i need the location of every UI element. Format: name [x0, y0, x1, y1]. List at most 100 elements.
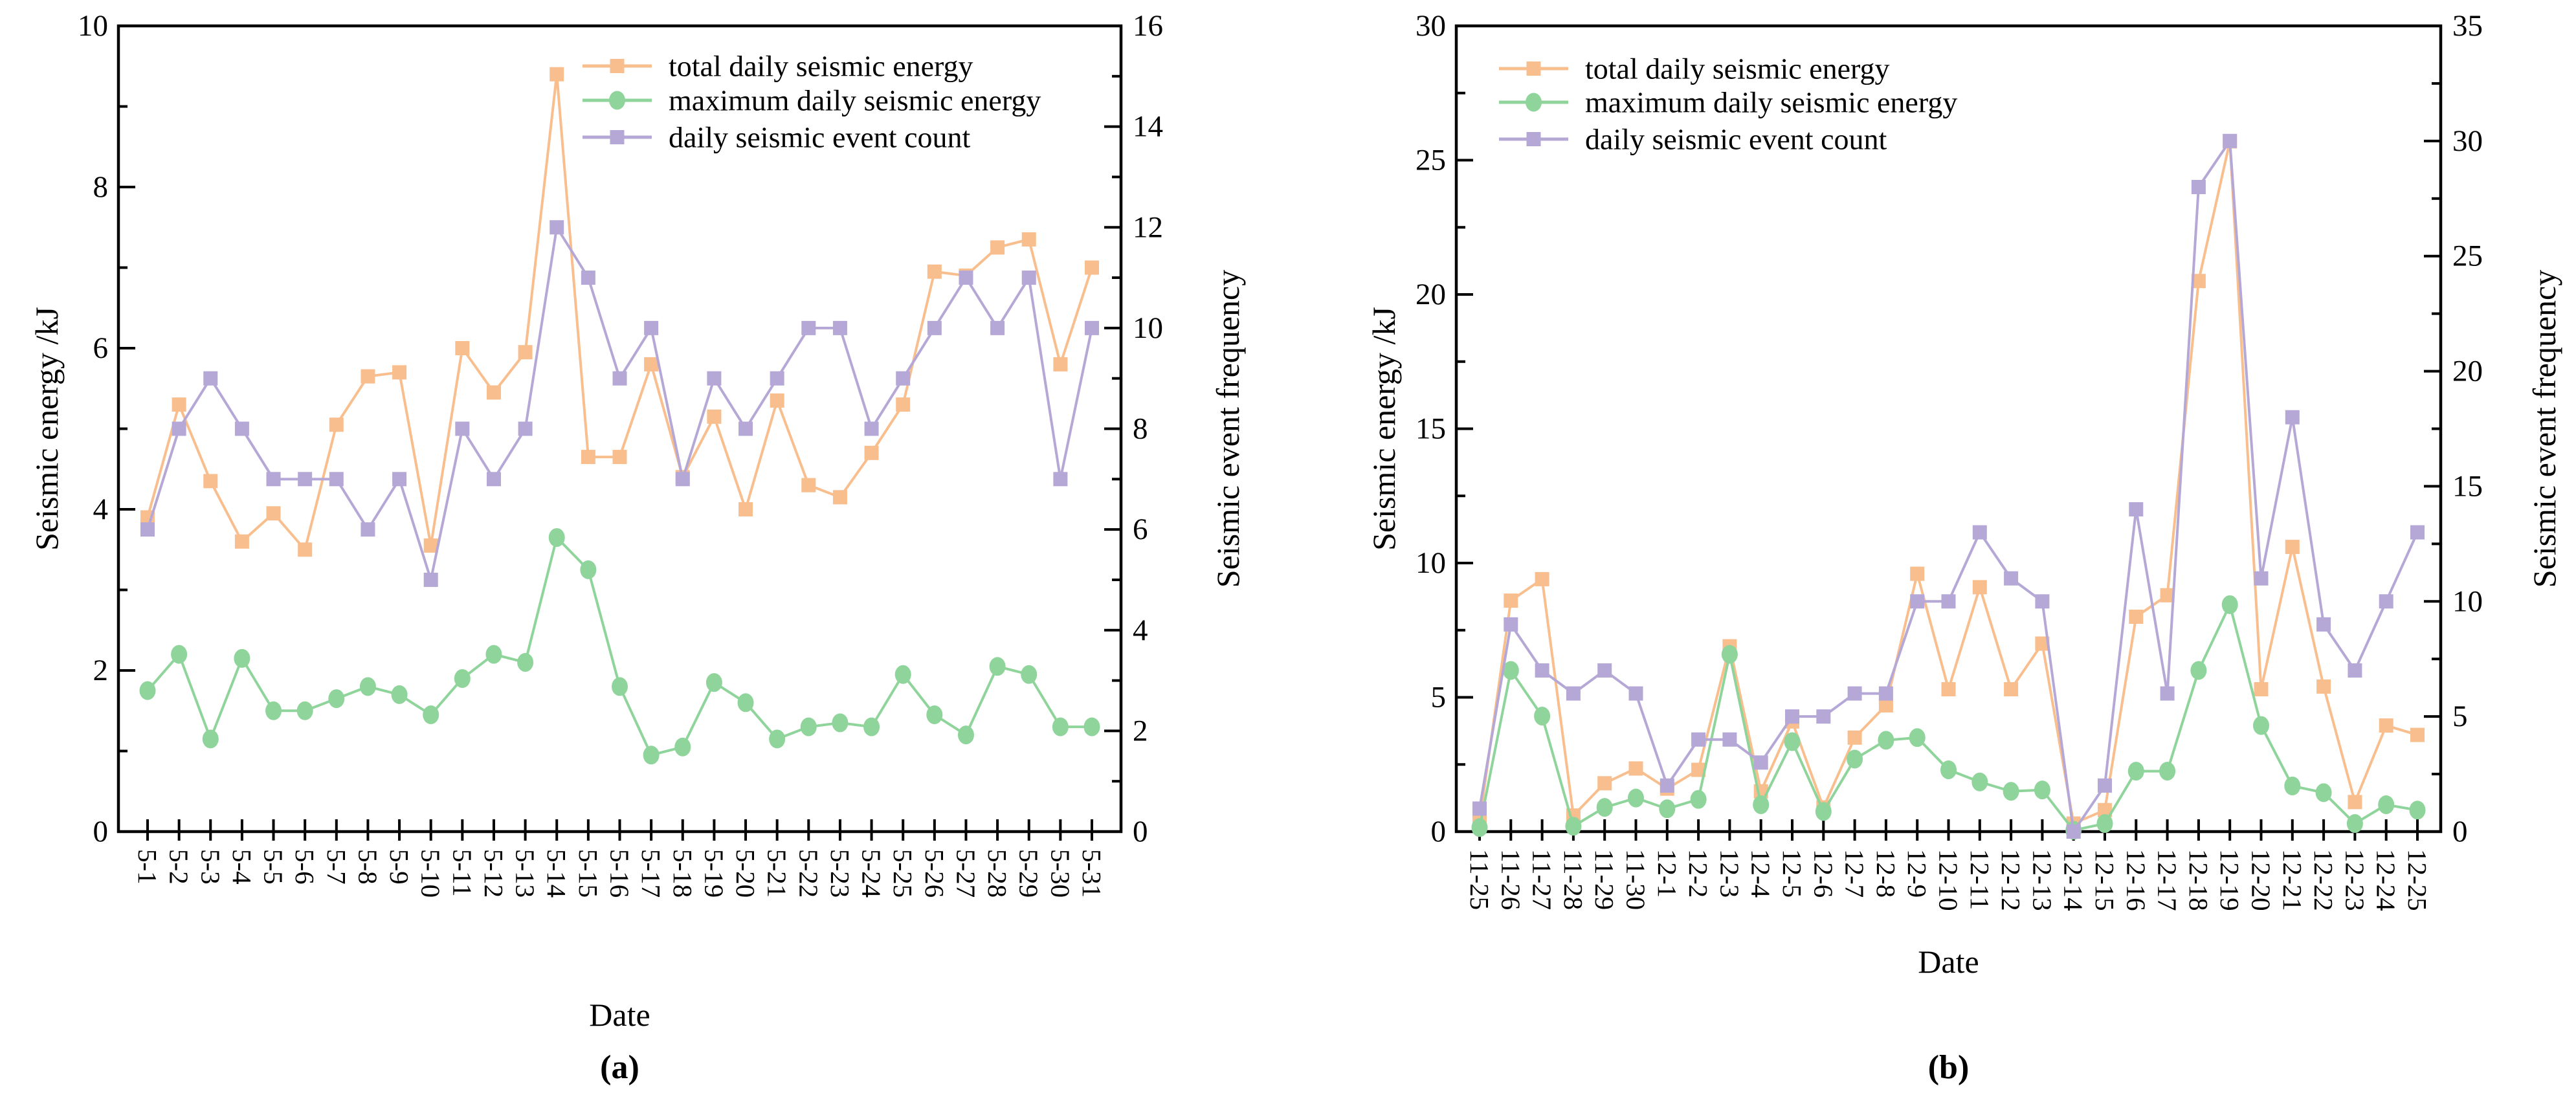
data-point-maximum-daily-seismic-energy	[1534, 707, 1551, 726]
x-tick-label: 12-5	[1777, 849, 1807, 898]
data-point-maximum-daily-seismic-energy	[1878, 731, 1894, 750]
data-point-daily-seismic-event-count	[2316, 617, 2331, 632]
legend-marker	[609, 91, 625, 110]
data-point-total-daily-seismic-energy	[203, 474, 218, 489]
data-point-total-daily-seismic-energy	[990, 240, 1005, 255]
left-tick-label: 0	[1431, 815, 1447, 848]
right-tick-label: 8	[1133, 412, 1148, 446]
data-point-daily-seismic-event-count	[2348, 663, 2362, 678]
data-point-maximum-daily-seismic-energy	[1721, 645, 1738, 664]
data-point-total-daily-seismic-energy	[298, 542, 313, 557]
data-point-daily-seismic-event-count	[1535, 663, 1549, 678]
data-point-daily-seismic-event-count	[518, 421, 533, 436]
data-point-total-daily-seismic-energy	[2098, 802, 2112, 817]
left-tick-label: 20	[1416, 278, 1446, 311]
left-axis-title-b: Seismic energy /kJ	[1366, 307, 1402, 551]
x-tick-label: 12-24	[2371, 849, 2401, 911]
x-tick-label: 11-25	[1465, 849, 1494, 910]
series-line-maximum-daily-seismic-energy	[146, 536, 1093, 757]
data-point-total-daily-seismic-energy	[423, 538, 438, 553]
x-tick-label: 12-7	[1840, 849, 1870, 898]
data-point-maximum-daily-seismic-energy	[2378, 795, 2395, 814]
data-point-maximum-daily-seismic-energy	[1784, 732, 1801, 751]
data-point-maximum-daily-seismic-energy	[485, 645, 502, 664]
data-point-maximum-daily-seismic-energy	[705, 673, 722, 692]
data-point-maximum-daily-seismic-energy	[926, 705, 943, 724]
x-tick-label: 5-15	[573, 849, 603, 898]
x-tick-label: 5-24	[857, 849, 887, 898]
data-point-total-daily-seismic-energy	[707, 409, 722, 424]
data-point-maximum-daily-seismic-energy	[548, 528, 565, 547]
x-tick-label: 12-6	[1808, 849, 1838, 898]
data-point-daily-seismic-event-count	[2066, 824, 2081, 839]
data-point-maximum-daily-seismic-energy	[1753, 795, 1770, 814]
data-point-maximum-daily-seismic-energy	[1021, 665, 1038, 684]
data-point-maximum-daily-seismic-energy	[2346, 814, 2363, 834]
data-point-daily-seismic-event-count	[990, 320, 1005, 335]
data-point-total-daily-seismic-energy	[801, 478, 816, 492]
x-tick-label: 12-4	[1746, 849, 1776, 898]
legend-item-total-daily-seismic-energy: total daily seismic energy	[583, 50, 973, 83]
data-point-daily-seismic-event-count	[2098, 778, 2112, 793]
data-point-daily-seismic-event-count	[550, 220, 564, 235]
data-point-daily-seismic-event-count	[1910, 594, 1925, 609]
x-tick-label: 5-11	[447, 849, 477, 897]
right-tick-label: 30	[2452, 124, 2483, 158]
right-tick-label: 10	[2452, 584, 2483, 618]
series-line-maximum-daily-seismic-energy	[1478, 603, 2419, 832]
x-tick-label: 12-21	[2278, 849, 2307, 911]
x-tick-label: 5-8	[353, 849, 383, 885]
right-tick-label: 25	[2452, 239, 2483, 273]
data-point-daily-seismic-event-count	[1085, 320, 1099, 335]
data-point-maximum-daily-seismic-energy	[139, 681, 156, 700]
x-tick-label: 12-3	[1715, 849, 1744, 898]
data-point-total-daily-seismic-energy	[927, 264, 942, 279]
right-tick-label: 15	[2452, 469, 2483, 503]
data-point-daily-seismic-event-count	[2254, 571, 2269, 586]
x-tick-label: 12-16	[2121, 849, 2151, 911]
x-tick-label: 5-22	[794, 849, 823, 898]
right-tick-label: 14	[1133, 110, 1163, 144]
x-tick-label: 5-19	[699, 849, 729, 898]
data-point-total-daily-seismic-energy	[1021, 232, 1036, 247]
data-point-daily-seismic-event-count	[1504, 617, 1518, 632]
x-tick-label: 5-16	[605, 849, 635, 898]
data-point-daily-seismic-event-count	[2223, 133, 2237, 148]
data-point-maximum-daily-seismic-energy	[863, 717, 880, 736]
data-point-total-daily-seismic-energy	[1910, 566, 1925, 581]
data-point-total-daily-seismic-energy	[361, 369, 375, 384]
right-tick-label: 5	[2452, 700, 2468, 733]
x-tick-label: 5-4	[227, 849, 257, 885]
data-point-maximum-daily-seismic-energy	[769, 729, 786, 749]
x-tick-label: 12-9	[1902, 849, 1932, 898]
data-point-maximum-daily-seismic-energy	[2127, 762, 2144, 781]
legend-marker	[610, 59, 625, 73]
x-tick-label: 11-27	[1527, 849, 1557, 910]
data-point-maximum-daily-seismic-energy	[1052, 717, 1069, 736]
data-point-maximum-daily-seismic-energy	[989, 657, 1006, 676]
data-point-daily-seismic-event-count	[770, 371, 784, 386]
legend-label: maximum daily seismic energy	[669, 84, 1041, 117]
data-point-daily-seismic-event-count	[2379, 594, 2393, 609]
data-point-maximum-daily-seismic-energy	[265, 701, 282, 720]
data-point-daily-seismic-event-count	[1660, 778, 1674, 793]
data-point-daily-seismic-event-count	[2129, 502, 2144, 516]
data-point-daily-seismic-event-count	[1847, 686, 1862, 701]
data-point-total-daily-seismic-energy	[1504, 593, 1518, 608]
data-point-maximum-daily-seismic-energy	[1971, 772, 1988, 791]
data-point-daily-seismic-event-count	[1753, 755, 1768, 770]
legend-label: total daily seismic energy	[669, 50, 973, 83]
x-tick-label: 12-22	[2309, 849, 2338, 911]
data-point-total-daily-seismic-energy	[486, 385, 501, 400]
series-maximum-daily-seismic-energy-b	[1471, 595, 2426, 840]
data-point-daily-seismic-event-count	[298, 472, 313, 487]
x-tick-label: 12-19	[2215, 849, 2245, 911]
series-daily-seismic-event-count-b	[1472, 133, 2425, 839]
data-point-daily-seismic-event-count	[423, 572, 438, 587]
data-point-total-daily-seismic-energy	[392, 365, 407, 380]
legend-item-maximum-daily-seismic-energy: maximum daily seismic energy	[1499, 86, 1957, 119]
data-point-maximum-daily-seismic-energy	[1083, 717, 1100, 736]
data-point-total-daily-seismic-energy	[612, 450, 627, 465]
series-total-daily-seismic-energy-a	[140, 67, 1099, 557]
